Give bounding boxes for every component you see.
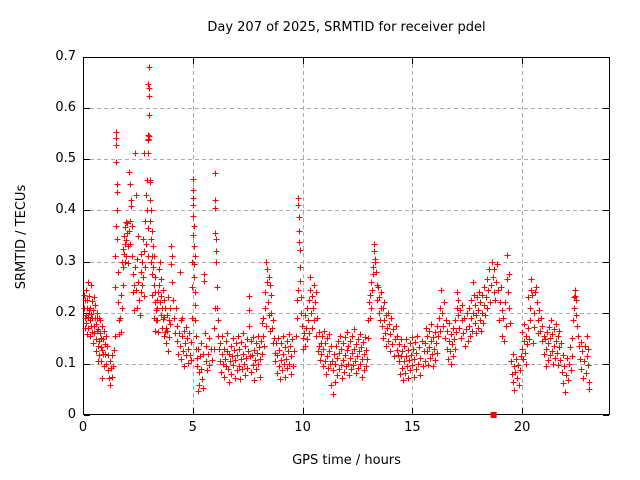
chart-title: Day 207 of 2025, SRMTID for receiver pde…: [207, 20, 486, 35]
x-tick-label: 15: [404, 420, 421, 435]
plot-area: [81, 57, 610, 418]
y-tick-label: 0: [67, 407, 76, 422]
y-tick-label: 0.5: [55, 151, 76, 167]
x-tick-label: 5: [188, 420, 197, 435]
y-tick-label: 0.6: [55, 100, 76, 116]
square-marker: [490, 412, 497, 418]
x-axis-label: GPS time / hours: [292, 453, 401, 468]
y-tick-label: 0.4: [55, 202, 76, 218]
x-tick-label: 20: [513, 420, 531, 435]
x-tick-label: 0: [78, 420, 88, 435]
y-tick-label: 0.1: [55, 355, 76, 371]
y-tick-label: 0.3: [55, 253, 76, 269]
scatter-points: [81, 64, 593, 398]
x-tick-label: 10: [294, 420, 311, 435]
plot-border: [83, 57, 610, 415]
y-tick-label: 0.7: [55, 49, 76, 64]
y-tick-label: 0.2: [55, 304, 76, 320]
